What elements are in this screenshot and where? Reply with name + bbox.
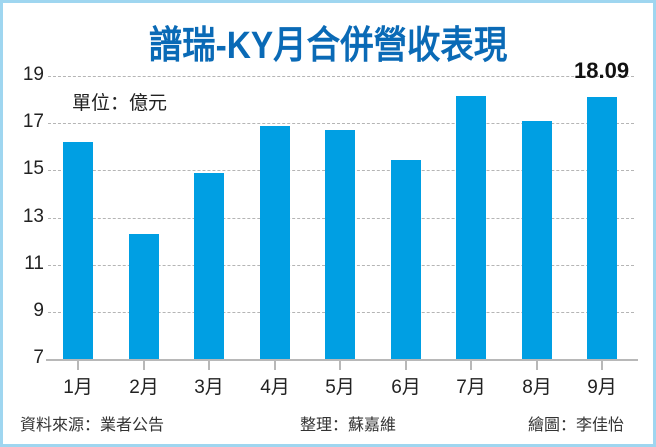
x-tick-label: 9月 bbox=[587, 377, 617, 398]
y-tick-label: 13 bbox=[22, 206, 44, 227]
bar bbox=[129, 234, 159, 359]
y-tick-label: 15 bbox=[22, 158, 44, 179]
x-tick bbox=[470, 361, 472, 370]
editor-text: 整理：蘇嘉維 bbox=[300, 415, 397, 434]
x-tick-label: 2月 bbox=[129, 377, 159, 398]
x-axis-line bbox=[46, 359, 638, 361]
x-tick-label: 7月 bbox=[456, 377, 486, 398]
x-tick bbox=[339, 361, 341, 370]
chart-title: 譜瑞-KY月合併營收表現 bbox=[148, 25, 508, 67]
y-tick-label: 17 bbox=[22, 111, 44, 132]
bar bbox=[522, 121, 552, 359]
x-tick-label: 4月 bbox=[260, 377, 290, 398]
source-text: 資料來源：業者公告 bbox=[20, 415, 165, 434]
gridline bbox=[48, 76, 634, 77]
x-tick bbox=[208, 361, 210, 370]
x-tick bbox=[536, 361, 538, 370]
bar bbox=[63, 142, 93, 359]
gridline bbox=[48, 123, 634, 124]
x-tick bbox=[405, 361, 407, 370]
x-tick bbox=[77, 361, 79, 370]
bar bbox=[456, 96, 486, 359]
x-tick-label: 3月 bbox=[194, 377, 224, 398]
bar bbox=[587, 97, 617, 359]
x-tick-label: 6月 bbox=[391, 377, 421, 398]
x-tick bbox=[143, 361, 145, 370]
value-annotation: 18.09 bbox=[574, 58, 630, 83]
illustrator-text: 繪圖：李佳怡 bbox=[528, 415, 625, 434]
y-tick-label: 11 bbox=[24, 253, 44, 274]
x-tick bbox=[601, 361, 603, 370]
y-tick-label: 7 bbox=[33, 347, 44, 368]
bar bbox=[194, 173, 224, 359]
bar bbox=[325, 130, 355, 359]
bar bbox=[260, 126, 290, 359]
x-tick-label: 5月 bbox=[325, 377, 355, 398]
bar bbox=[391, 160, 421, 359]
y-tick-label: 19 bbox=[22, 64, 44, 85]
x-tick bbox=[274, 361, 276, 370]
y-tick-label: 9 bbox=[33, 300, 44, 321]
x-tick-label: 1月 bbox=[63, 377, 93, 398]
unit-label: 單位：億元 bbox=[72, 92, 168, 114]
x-tick-label: 8月 bbox=[522, 377, 552, 398]
